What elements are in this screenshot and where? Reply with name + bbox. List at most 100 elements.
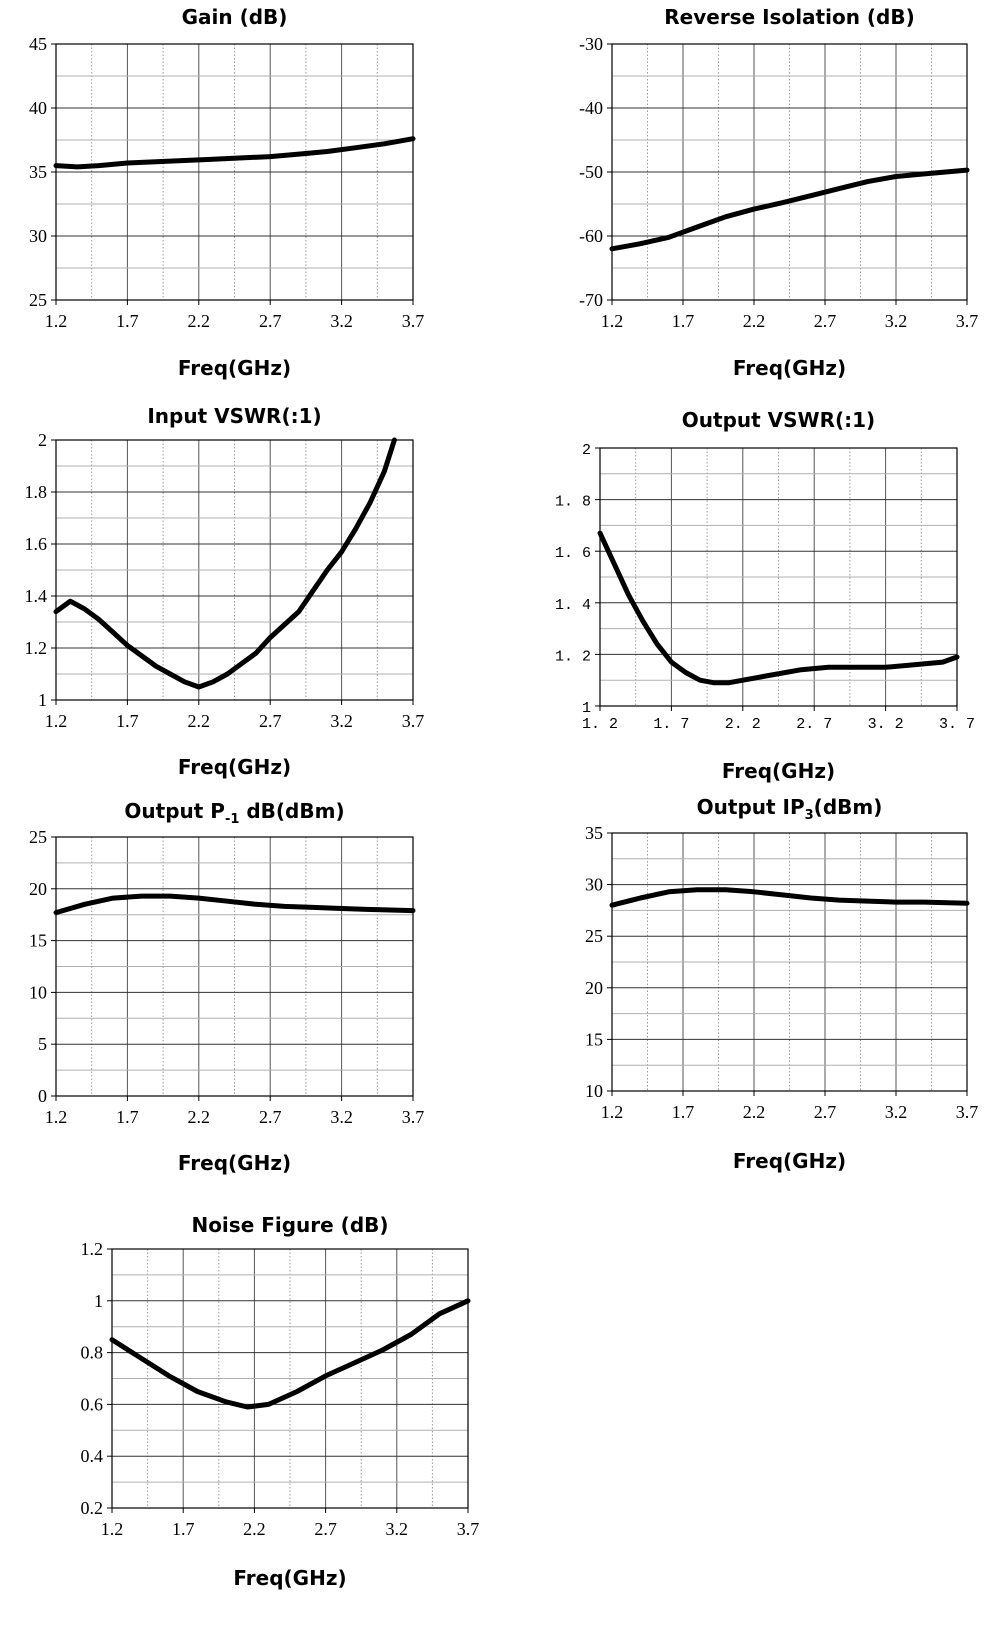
y-tick-label: 25 <box>585 926 603 946</box>
series-line <box>609 887 970 908</box>
y-tick-label: 0.6 <box>81 1394 104 1414</box>
x-tick-label: 1.2 <box>45 1107 68 1127</box>
x-tick-label: 1.2 <box>601 311 624 331</box>
x-axis-label: Freq(GHz) <box>178 755 291 779</box>
chart-7: 1.2 1.7 2.2 2.7 3.2 3.7 0.2 0.4 0.6 0.8 1 1.2 Noise … <box>81 1213 480 1590</box>
y-tick-label: -50 <box>579 162 603 182</box>
y-tick-label: -60 <box>579 226 603 246</box>
x-tick-label: 2.7 <box>314 1519 337 1539</box>
x-tick-label: 2.2 <box>188 711 211 731</box>
x-axis-label: Freq(GHz) <box>733 1149 846 1173</box>
x-tick-label: 1.2 <box>45 311 68 331</box>
plot-frame <box>55 836 414 1097</box>
series-line <box>53 437 397 690</box>
y-tick-label: 35 <box>585 823 603 843</box>
y-tick-label: 1.6 <box>25 534 48 554</box>
x-tick-label: 1.7 <box>116 311 139 331</box>
y-tick-label: 15 <box>585 1029 603 1049</box>
y-tick-label: 20 <box>585 978 603 998</box>
series-line <box>109 1298 471 1410</box>
y-tick-label: 45 <box>29 34 47 54</box>
y-tick-label: 1. 4 <box>555 597 591 614</box>
y-tick-label: 1 <box>94 1291 103 1311</box>
chart-title-subscript: 3 <box>805 808 814 823</box>
x-tick-label: 3.2 <box>330 1107 353 1127</box>
y-tick-label: 0.4 <box>81 1446 104 1466</box>
x-tick-label: 3.7 <box>457 1519 480 1539</box>
chart-2: 1.2 1.7 2.2 2.7 3.2 3.7 -70 -60 -50 -40 -30 Reverse… <box>579 5 978 380</box>
chart-title: Output IP3(dBm) <box>697 795 883 823</box>
x-tick-label: 2. 7 <box>796 716 832 733</box>
x-tick-label: 3.7 <box>956 311 979 331</box>
x-tick-label: 2.7 <box>814 311 837 331</box>
y-tick-label: 2 <box>38 430 47 450</box>
y-tick-label: 10 <box>585 1081 603 1101</box>
y-tick-label: 15 <box>29 931 47 951</box>
chart-title: Input VSWR(:1) <box>147 404 321 428</box>
x-tick-label: 2.7 <box>259 311 282 331</box>
chart-title-main: Output P <box>124 799 225 823</box>
x-tick-label: 2.7 <box>814 1102 837 1122</box>
x-tick-label: 2.7 <box>259 1107 282 1127</box>
series-line <box>597 530 960 686</box>
plot-frame <box>611 832 968 1092</box>
x-tick-label: 2.2 <box>243 1519 266 1539</box>
x-tick-label: 1.2 <box>45 711 68 731</box>
x-tick-label: 3.2 <box>386 1519 409 1539</box>
x-tick-label: 2. 2 <box>725 716 761 733</box>
chart-title: Reverse Isolation (dB) <box>664 5 915 29</box>
x-axis-label: Freq(GHz) <box>233 1566 346 1590</box>
y-tick-label: 1. 2 <box>555 648 591 665</box>
chart-title: Output P-1 dB(dBm) <box>124 799 344 827</box>
y-tick-label: 0.8 <box>81 1343 104 1363</box>
y-tick-label: 25 <box>29 827 47 847</box>
y-tick-label: 0 <box>38 1086 47 1106</box>
y-tick-label: 35 <box>29 162 47 182</box>
y-tick-label: 25 <box>29 290 47 310</box>
y-tick-label: 1 <box>38 690 47 710</box>
series-line <box>53 893 416 916</box>
chart-6: 1.2 1.7 2.2 2.7 3.2 3.7 10 15 20 25 30 35 Output IP3… <box>585 795 978 1173</box>
x-tick-label: 2.7 <box>259 711 282 731</box>
chart-title-subscript: -1 <box>225 812 239 827</box>
y-tick-label: 20 <box>29 879 47 899</box>
y-tick-label: 1.2 <box>25 638 48 658</box>
y-tick-label: -30 <box>579 34 603 54</box>
x-tick-label: 3.2 <box>885 311 908 331</box>
x-tick-label: 1.7 <box>116 711 139 731</box>
x-tick-label: 1.2 <box>101 1519 124 1539</box>
series-line <box>53 136 416 170</box>
chart-5: 1.2 1.7 2.2 2.7 3.2 3.7 0 5 10 15 20 25 Output P-1 d… <box>29 799 424 1175</box>
chart-1: 1.2 1.7 2.2 2.7 3.2 3.7 25 30 35 40 45 Gain (dB) Fre… <box>29 5 424 380</box>
chart-title: Noise Figure (dB) <box>191 1213 388 1237</box>
x-tick-label: 3. 2 <box>868 716 904 733</box>
y-tick-label: 2 <box>582 442 591 459</box>
x-axis-label: Freq(GHz) <box>722 759 835 783</box>
x-tick-label: 2.2 <box>188 1107 211 1127</box>
chart-title-unit: (dBm) <box>814 795 883 819</box>
y-tick-label: 30 <box>29 226 47 246</box>
y-tick-label: 30 <box>585 875 603 895</box>
x-tick-label: 1.7 <box>672 311 695 331</box>
chart-title-unit: dB(dBm) <box>239 799 344 823</box>
y-tick-label: 1.8 <box>25 482 48 502</box>
x-tick-label: 1.7 <box>672 1102 695 1122</box>
x-tick-label: 2.2 <box>188 311 211 331</box>
x-tick-label: 2.2 <box>743 311 766 331</box>
y-tick-label: 1 <box>582 700 591 717</box>
x-tick-label: 3.7 <box>402 1107 425 1127</box>
chart-title: Gain (dB) <box>182 5 288 29</box>
y-tick-label: 5 <box>38 1034 47 1054</box>
x-tick-label: 1. 7 <box>653 716 689 733</box>
y-tick-label: 1. 6 <box>555 545 591 562</box>
x-tick-label: 1.7 <box>116 1107 139 1127</box>
chart-title: Output VSWR(:1) <box>682 408 875 432</box>
x-tick-label: 3.7 <box>402 711 425 731</box>
y-tick-label: 40 <box>29 98 47 118</box>
x-tick-label: 3.7 <box>402 311 425 331</box>
x-axis-label: Freq(GHz) <box>733 356 846 380</box>
y-tick-label: -40 <box>579 98 603 118</box>
x-tick-label: 3.2 <box>330 311 353 331</box>
